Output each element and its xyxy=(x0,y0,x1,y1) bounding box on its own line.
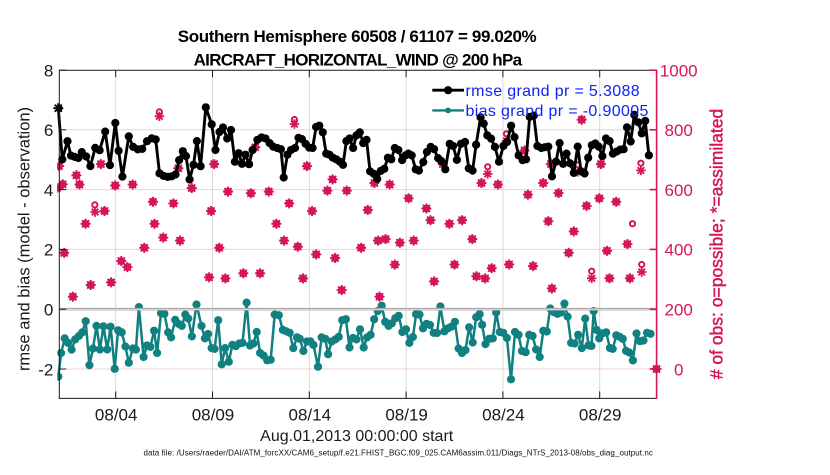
svg-text:data file: /Users/raeder/DAI/A: data file: /Users/raeder/DAI/ATM_forcXX/… xyxy=(143,449,652,458)
svg-text:Aug.01,2013 00:00:00 start: Aug.01,2013 00:00:00 start xyxy=(260,428,454,445)
svg-text:2: 2 xyxy=(44,241,53,260)
svg-text:0: 0 xyxy=(674,360,683,379)
svg-text:-2: -2 xyxy=(38,360,53,379)
svg-text:600: 600 xyxy=(665,181,693,200)
svg-text:rmse and bias (model - observa: rmse and bias (model - observation) xyxy=(16,107,34,371)
svg-text:rmse grand pr = 5.3088: rmse grand pr = 5.3088 xyxy=(466,83,640,100)
svg-text:400: 400 xyxy=(665,241,693,260)
svg-text:08/14: 08/14 xyxy=(289,405,332,424)
svg-text:800: 800 xyxy=(665,121,693,140)
svg-text:08/19: 08/19 xyxy=(385,405,428,424)
svg-text:AIRCRAFT_HORIZONTAL_WIND @ 200: AIRCRAFT_HORIZONTAL_WIND @ 200 hPa xyxy=(194,50,523,69)
svg-text:6: 6 xyxy=(44,121,53,140)
svg-text:8: 8 xyxy=(44,62,53,81)
svg-text:08/09: 08/09 xyxy=(192,405,235,424)
svg-text:0: 0 xyxy=(44,301,53,320)
svg-text:08/04: 08/04 xyxy=(95,405,138,424)
svg-text:08/29: 08/29 xyxy=(579,405,622,424)
svg-text:1000: 1000 xyxy=(660,62,698,81)
svg-text:08/24: 08/24 xyxy=(482,405,525,424)
svg-text:bias grand pr = -0.90005: bias grand pr = -0.90005 xyxy=(466,103,649,120)
svg-text:Southern Hemisphere 60508 / 61: Southern Hemisphere 60508 / 61107 = 99.0… xyxy=(178,27,537,46)
svg-text:200: 200 xyxy=(665,301,693,320)
svg-text:# of obs: o=possible; *=assimi: # of obs: o=possible; *=assimilated xyxy=(707,109,727,379)
svg-text:4: 4 xyxy=(44,181,53,200)
